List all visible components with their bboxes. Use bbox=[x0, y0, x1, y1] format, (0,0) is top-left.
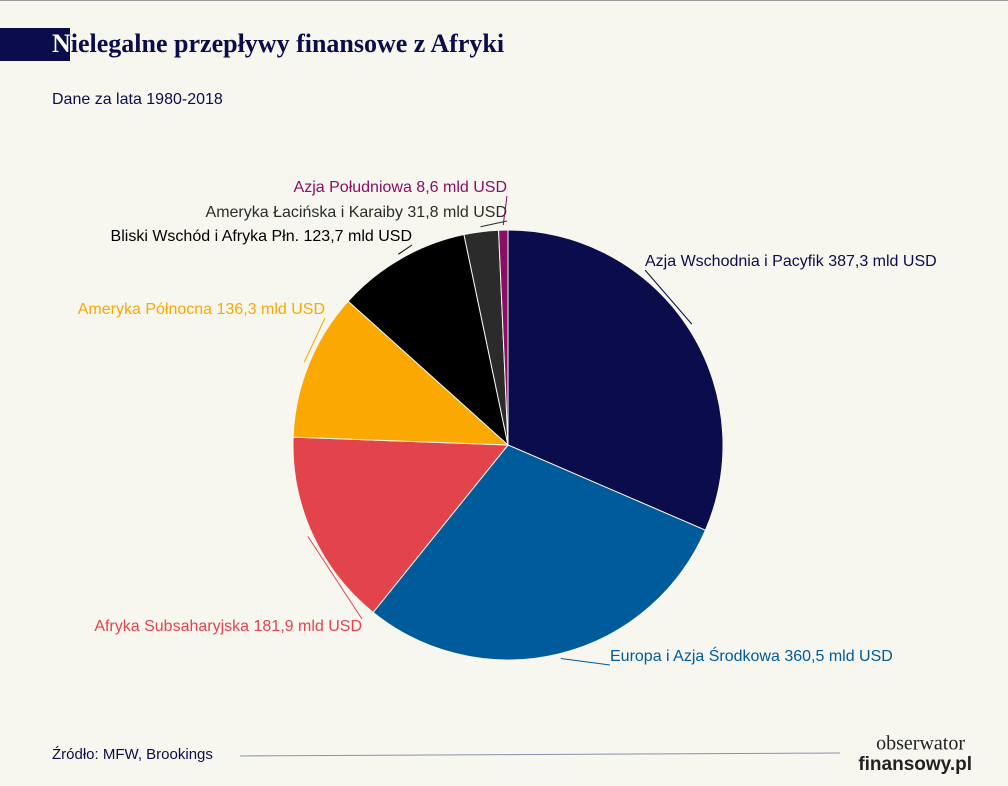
slice-label-name: Azja Południowa bbox=[294, 179, 412, 196]
pie-slice bbox=[372, 444, 707, 661]
slice-label-value: 181,9 mld USD bbox=[254, 618, 363, 635]
chart-title-overlay: Nielegalne przepływy finansowe z Afryki bbox=[52, 29, 504, 58]
title-box bbox=[0, 28, 70, 61]
slice-label: Azja Południowa 8,6 mld USD bbox=[294, 179, 507, 196]
leader-line bbox=[397, 244, 413, 255]
leader-line bbox=[560, 658, 611, 666]
pie-slice bbox=[347, 233, 509, 447]
slice-label-value: 387,3 mld USD bbox=[828, 253, 937, 270]
slice-label-value: 8,6 mld USD bbox=[416, 179, 507, 196]
pie-slice bbox=[292, 300, 510, 446]
pie-slice bbox=[292, 436, 510, 614]
slice-label: Afryka Subsaharyjska 181,9 mld USD bbox=[94, 618, 362, 635]
slice-label: Ameryka Łacińska i Karaiby 31,8 mld USD bbox=[206, 204, 507, 221]
chart-title: Nielegalne przepływy finansowe z Afryki bbox=[52, 29, 504, 58]
slice-label: Ameryka Północna 136,3 mld USD bbox=[78, 301, 325, 318]
slice-label-name: Bliski Wschód i Afryka Płn. bbox=[111, 228, 300, 245]
slice-label-name: Ameryka Północna bbox=[78, 301, 212, 318]
slice-label-name: Ameryka Łacińska i Karaiby bbox=[206, 204, 403, 221]
leader-line bbox=[502, 195, 508, 226]
slice-label-name: Afryka Subsaharyjska bbox=[94, 618, 249, 635]
leader-line bbox=[644, 269, 693, 325]
leader-line bbox=[303, 317, 326, 363]
pie-slice bbox=[498, 229, 509, 446]
slice-label: Azja Wschodnia i Pacyfik 387,3 mld USD bbox=[645, 253, 937, 270]
slice-label-value: 136,3 mld USD bbox=[217, 301, 326, 318]
slice-label-value: 360,5 mld USD bbox=[784, 648, 893, 665]
slice-label: Europa i Azja Środkowa 360,5 mld USD bbox=[610, 646, 893, 665]
leader-line bbox=[480, 220, 508, 228]
leader-line bbox=[307, 536, 363, 620]
slice-label-value: 123,7 mld USD bbox=[304, 228, 413, 245]
source: Źródło: MFW, Brookings bbox=[52, 746, 213, 763]
subtitle: Dane za lata 1980-2018 bbox=[52, 91, 223, 108]
slice-label: Bliski Wschód i Afryka Płn. 123,7 mld US… bbox=[111, 228, 412, 245]
logo-line: obserwator bbox=[876, 733, 965, 755]
logo-line: finansowy.pl bbox=[858, 754, 972, 775]
slice-label-name: Azja Wschodnia i Pacyfik bbox=[645, 253, 825, 270]
pie-slice bbox=[507, 229, 724, 531]
slice-label-value: 31,8 mld USD bbox=[407, 204, 507, 221]
slice-label-name: Europa i Azja Środkowa bbox=[610, 646, 780, 665]
source-rule bbox=[239, 752, 841, 757]
